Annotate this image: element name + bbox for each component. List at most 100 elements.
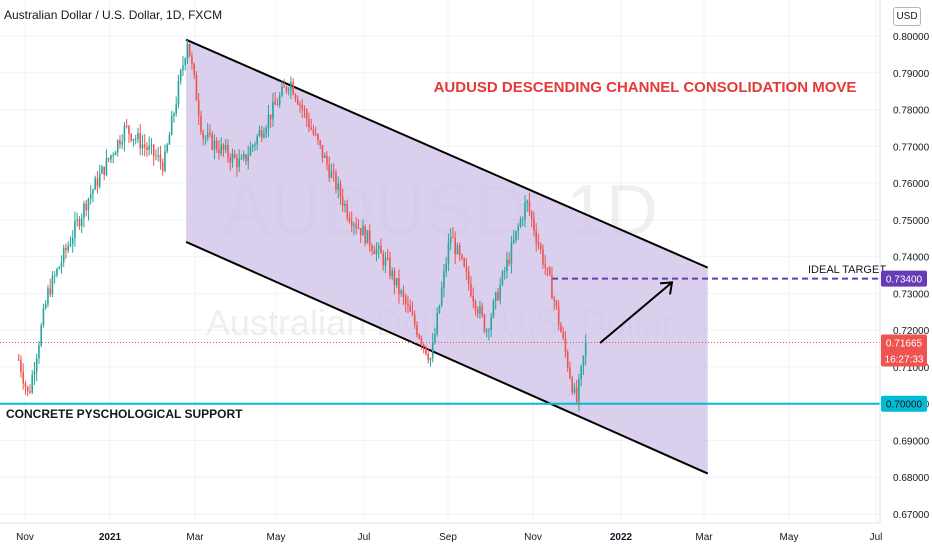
candle-body xyxy=(123,125,126,142)
candle-body xyxy=(402,290,405,297)
arrow-shaft xyxy=(599,281,673,344)
candle-body xyxy=(391,270,393,277)
candle-body xyxy=(247,155,249,162)
time-axis[interactable]: Nov 2021 Mar May Jul Sep Nov 2022 Mar May Jul xyxy=(0,522,883,543)
currency-button[interactable]: USD xyxy=(893,7,921,26)
candle-body xyxy=(53,275,56,277)
candle-body xyxy=(139,133,141,149)
support-tag-text: 0.70000 xyxy=(886,400,923,411)
level-lines xyxy=(0,277,880,405)
candle-body xyxy=(170,116,173,136)
candle-body xyxy=(449,237,452,243)
time-tick-label: Jul xyxy=(870,532,883,543)
candle-body xyxy=(166,144,168,152)
candle-body xyxy=(463,258,465,267)
price-tick-label: 0.68000 xyxy=(893,473,930,484)
candle-body xyxy=(121,141,123,145)
candle-body xyxy=(161,162,164,171)
candle-body xyxy=(227,145,229,158)
candle-body xyxy=(179,70,182,82)
candle-body xyxy=(24,383,27,387)
time-tick-label: Sep xyxy=(439,532,457,543)
candle-body xyxy=(125,125,128,127)
candle-body xyxy=(173,113,175,117)
candle-body xyxy=(510,242,513,264)
candle-body xyxy=(83,203,85,218)
candle-body xyxy=(76,219,78,222)
candle-body xyxy=(382,253,384,266)
candle-body xyxy=(346,204,348,218)
price-axis[interactable]: 0.80000 0.79000 0.78000 0.77000 0.76000 0.750… xyxy=(879,0,930,523)
candle-body xyxy=(557,306,560,325)
candle-body xyxy=(191,56,193,64)
candle-body xyxy=(269,114,272,120)
candle-body xyxy=(377,245,380,250)
candle-body xyxy=(204,137,207,139)
candle-body xyxy=(400,290,402,294)
projection-arrow[interactable] xyxy=(599,281,674,344)
last-price-tag-box xyxy=(881,334,927,367)
candle-body xyxy=(281,86,283,96)
candle-body xyxy=(267,114,270,129)
candle-body xyxy=(569,367,571,379)
candle-body xyxy=(461,254,463,259)
price-tick-label: 0.73000 xyxy=(893,289,930,300)
candle-body xyxy=(337,183,339,190)
candle-body xyxy=(519,219,522,227)
price-tick-label: 0.80000 xyxy=(893,32,930,43)
candle-body xyxy=(224,145,227,150)
time-tick-label: May xyxy=(780,532,799,543)
candle-body xyxy=(211,133,213,150)
candle-body xyxy=(146,147,148,150)
candle-body xyxy=(373,250,375,255)
price-tick-label: 0.74000 xyxy=(893,253,930,264)
candle-body xyxy=(375,249,378,255)
candle-body xyxy=(220,144,222,154)
candle-body xyxy=(328,164,330,178)
candle-body xyxy=(188,44,191,57)
candle-body xyxy=(575,387,578,402)
candle-body xyxy=(240,158,243,160)
candle-body xyxy=(69,243,72,246)
candle-body xyxy=(488,330,490,332)
candle-body xyxy=(38,345,40,359)
candle-body xyxy=(157,155,159,157)
candle-body xyxy=(105,158,108,175)
candle-body xyxy=(209,132,211,134)
symbol-legend: Australian Dollar / U.S. Dollar, 1D, FXC… xyxy=(4,8,223,22)
candle-body xyxy=(276,104,279,106)
candle-body xyxy=(263,133,265,138)
candle-body xyxy=(555,300,558,307)
candle-body xyxy=(425,346,427,355)
candle-body xyxy=(299,104,301,106)
price-tags: 0.73400 0.71665 16:27:33 0.70000 xyxy=(881,270,927,412)
candle-body xyxy=(168,135,171,145)
candle-body xyxy=(17,359,20,361)
candle-body xyxy=(418,335,420,339)
candle-body xyxy=(339,183,342,197)
candle-body xyxy=(56,269,58,276)
candle-body xyxy=(571,378,573,393)
candle-body xyxy=(101,166,103,174)
candle-body xyxy=(292,82,294,95)
candle-body xyxy=(62,248,65,263)
candle-body xyxy=(47,288,49,304)
candle-body xyxy=(467,271,470,284)
candle-body xyxy=(362,226,364,236)
candle-body xyxy=(483,314,486,332)
candle-body xyxy=(404,296,407,304)
candle-body xyxy=(242,154,245,159)
candle-body xyxy=(573,387,576,393)
price-tick-label: 0.67000 xyxy=(893,510,930,521)
candle-body xyxy=(159,155,162,163)
candle-body xyxy=(137,133,139,139)
candlestick-series xyxy=(17,39,587,412)
time-tick-label: Mar xyxy=(695,532,713,543)
candle-body xyxy=(427,354,429,361)
candle-body xyxy=(206,132,209,138)
candle-body xyxy=(103,166,105,175)
descending-channel[interactable] xyxy=(185,38,709,475)
candle-body xyxy=(164,151,166,171)
candle-body xyxy=(551,274,553,299)
